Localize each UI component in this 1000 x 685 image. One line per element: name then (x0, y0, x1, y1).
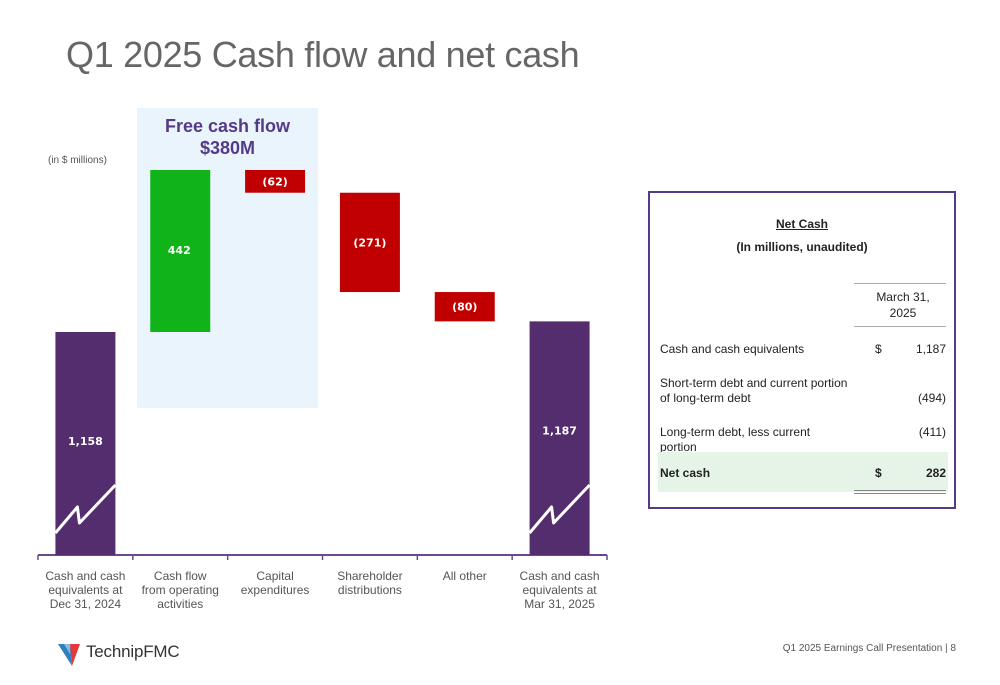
net-cash-total-value: 282 (925, 466, 946, 480)
net-cash-total-highlight (658, 452, 948, 492)
data-label: (62) (262, 175, 287, 188)
category-label: Cash flow from operating activities (125, 569, 235, 611)
row-value: (411) (918, 425, 946, 439)
free-cash-flow-callout: Free cash flow $380M (137, 115, 318, 159)
data-label: 1,158 (68, 435, 103, 448)
row-label-line: Long-term debt, less current portion (660, 425, 811, 454)
row-label-line: Short-term debt and current portion (660, 376, 848, 390)
row-label-line: of long-term debt (660, 391, 751, 405)
category-label-line: Cash and cash (519, 569, 600, 583)
double-underline-top (854, 490, 946, 491)
logo-mark-icon (58, 644, 80, 666)
footer-text: Q1 2025 Earnings Call Presentation | 8 (782, 643, 956, 654)
category-label: Cash and cash equivalents at Dec 31, 2024 (30, 569, 140, 611)
waterfall-bar (434, 292, 495, 322)
column-header-line: March 31, (876, 290, 930, 304)
category-label-line: Mar 31, 2025 (524, 597, 595, 611)
category-label-line: from operating (141, 583, 219, 597)
category-label-line: Dec 31, 2024 (49, 597, 122, 611)
header-bottom-rule (854, 326, 946, 327)
free-cash-flow-amount: $380M (199, 138, 256, 158)
net-cash-panel: Net Cash (In millions, unaudited) March … (648, 191, 956, 509)
category-label: Shareholder distributions (315, 569, 425, 597)
row-label: Cash and cash equivalents (660, 342, 850, 357)
logo-text: TechnipFMC (86, 642, 180, 661)
row-currency: $ (875, 342, 882, 356)
row-label-line: Cash and cash equivalents (660, 342, 805, 356)
net-cash-title: Net Cash (775, 217, 828, 231)
category-label-line: equivalents at (522, 583, 597, 597)
category-label-line: expenditures (240, 583, 310, 597)
data-label: (271) (353, 237, 386, 250)
column-header-line: 2025 (889, 306, 917, 320)
free-cash-flow-label: Free cash flow (164, 116, 291, 136)
category-label-line: equivalents at (48, 583, 123, 597)
category-label-line: distributions (337, 583, 402, 597)
row-value: (494) (917, 391, 946, 405)
page-title: Q1 2025 Cash flow and net cash (66, 34, 580, 75)
category-label-line: Shareholder (337, 569, 403, 583)
category-label-line: Cash and cash (45, 569, 126, 583)
data-label: (80) (452, 301, 477, 314)
category-label-line: All other (442, 569, 487, 583)
waterfall-bar (245, 170, 306, 193)
waterfall-bar (150, 170, 211, 332)
category-label: Capital expenditures (220, 569, 330, 597)
net-cash-subtitle: (In millions, unaudited) (736, 240, 868, 254)
waterfall-chart: 1,158 442 (62) (271) (80) 1,187 (37, 170, 608, 560)
net-cash-total-currency: $ (875, 466, 882, 480)
category-label-line: activities (157, 597, 204, 611)
row-value: 1,187 (915, 342, 946, 356)
units-note: (in $ millions) (48, 155, 107, 166)
category-label: Cash and cash equivalents at Mar 31, 2025 (505, 569, 615, 611)
waterfall-bar (339, 192, 400, 293)
data-label: 442 (168, 244, 191, 257)
axis-break-mark (528, 483, 591, 534)
waterfall-bar (529, 321, 590, 555)
row-label: Short-term debt and current portion of l… (660, 376, 850, 406)
category-label: All other (410, 569, 520, 583)
data-label: 1,187 (542, 424, 577, 437)
category-label-line: Cash flow (153, 569, 207, 583)
net-cash-total-label: Net cash (660, 466, 711, 480)
header-top-rule (854, 283, 946, 284)
column-header: March 31, 2025 (860, 289, 946, 321)
double-underline-bottom (854, 493, 946, 494)
row-label: Long-term debt, less current portion (660, 425, 850, 455)
axis-break-mark (54, 483, 117, 534)
category-label-line: Capital (256, 569, 294, 583)
